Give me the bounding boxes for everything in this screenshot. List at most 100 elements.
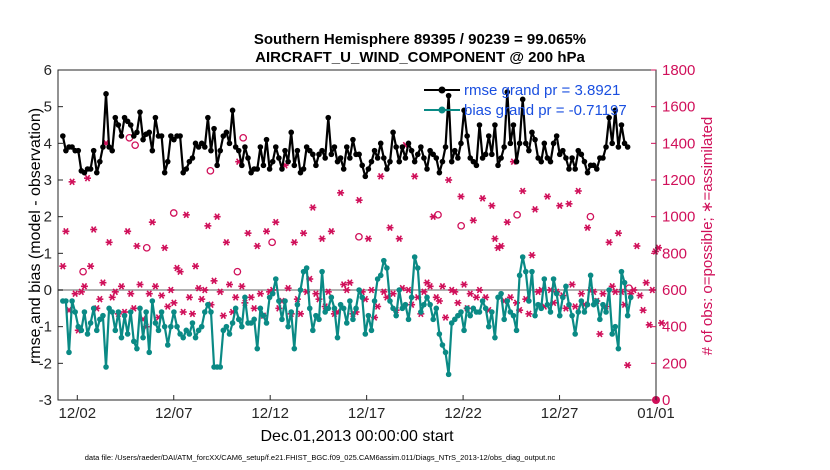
bias-point	[303, 265, 310, 271]
bias-point	[593, 298, 600, 304]
rmse-point	[359, 162, 366, 169]
rmse-point	[482, 151, 489, 158]
rmse-point	[362, 173, 369, 180]
obs-assimilated-marker	[386, 224, 394, 232]
obs-assimilated-marker	[426, 282, 434, 290]
rmse-point	[285, 158, 291, 165]
obs-assimilated-marker	[96, 295, 104, 303]
bias-point	[430, 316, 436, 323]
rmse-point	[322, 155, 328, 161]
x-tick-label: 12/17	[348, 405, 386, 422]
bias-point	[597, 316, 603, 323]
obs-assimilated-marker	[475, 286, 483, 294]
bias-point	[127, 309, 134, 315]
rmse-point	[445, 92, 452, 99]
bias-point	[155, 327, 162, 334]
bias-point	[618, 268, 625, 275]
rmse-point	[600, 155, 606, 161]
rmse-point	[90, 147, 97, 154]
obs-assimilated-marker	[596, 330, 604, 338]
obs-assimilated-marker	[658, 319, 666, 327]
bias-point	[627, 294, 634, 301]
bias-point	[414, 265, 421, 271]
bias-point	[180, 334, 186, 341]
obs-assimilated-marker	[176, 268, 184, 276]
obs-assimilated-marker	[182, 211, 190, 219]
rmse-point	[158, 133, 165, 139]
rmse-point	[220, 133, 227, 139]
bias-point	[223, 323, 230, 330]
obs-assimilated-marker	[642, 279, 650, 287]
obs-assimilated-marker	[445, 176, 453, 184]
bias-point	[482, 305, 489, 312]
rmse-point	[535, 155, 541, 161]
bias-point	[467, 312, 474, 319]
rmse-point	[229, 107, 236, 114]
rmse-point	[239, 162, 245, 169]
obs-assimilated-marker	[145, 290, 153, 298]
bias-point	[445, 371, 452, 378]
obs-assimilated-marker	[405, 286, 413, 294]
bias-point	[516, 272, 523, 279]
bias-point	[501, 316, 507, 323]
obs-assimilated-marker	[340, 281, 348, 288]
obs-assimilated-marker	[367, 286, 375, 294]
bias-point	[538, 305, 545, 312]
bias-point	[458, 309, 464, 315]
obs-assimilated-marker	[324, 288, 332, 296]
rmse-point	[368, 158, 375, 165]
obs-possible-marker	[586, 212, 595, 221]
rmse-point	[297, 169, 304, 176]
bias-point	[118, 334, 125, 341]
obs-assimilated-marker	[90, 226, 98, 233]
obs-possible-marker	[206, 166, 215, 175]
obs-possible-marker	[434, 210, 442, 219]
chart-title-line-2: AIRCRAFT_U_WIND_COMPONENT @ 200 hPa	[255, 49, 585, 66]
bias-point	[90, 305, 97, 312]
bias-point	[519, 254, 526, 260]
rmse-point	[115, 122, 122, 128]
obs-assimilated-marker	[108, 293, 116, 301]
rmse-point	[263, 136, 270, 143]
obs-possible-marker	[355, 232, 363, 241]
obs-assimilated-marker	[469, 216, 477, 224]
left-tick-label: 1	[44, 245, 52, 262]
rmse-point	[590, 162, 597, 169]
bias-point	[325, 305, 332, 312]
rmse-point	[217, 147, 224, 154]
bias-point	[600, 301, 606, 308]
rmse-point	[198, 140, 205, 147]
rmse-point	[189, 155, 196, 161]
rmse-point	[519, 96, 526, 103]
rmse-point	[470, 158, 477, 165]
bias-point	[556, 312, 563, 319]
rmse-point	[572, 166, 578, 172]
bias-point	[208, 309, 214, 315]
right-tick-label: 1200	[662, 172, 695, 189]
rmse-point	[365, 166, 372, 172]
rmse-point	[168, 133, 174, 139]
rmse-point	[161, 169, 168, 176]
rmse-point	[609, 140, 616, 147]
bias-point	[606, 287, 612, 293]
rmse-point	[134, 129, 140, 136]
obs-assimilated-marker	[574, 187, 582, 195]
right-tick-label: 0	[662, 392, 670, 409]
bias-point	[563, 283, 569, 290]
obs-assimilated-marker	[300, 229, 308, 237]
bias-point	[319, 268, 325, 275]
obs-assimilated-marker	[232, 293, 240, 301]
rmse-point	[569, 155, 575, 161]
obs-assimilated-marker	[556, 202, 564, 210]
obs-assimilated-marker	[380, 288, 388, 296]
rmse-point	[87, 166, 94, 172]
obs-assimilated-marker	[148, 218, 156, 226]
rmse-point	[334, 158, 341, 165]
rmse-point	[124, 118, 131, 125]
bias-point	[526, 298, 532, 304]
rmse-point	[408, 147, 415, 154]
bias-point	[226, 331, 233, 337]
bias-point	[350, 316, 356, 323]
obs-assimilated-marker	[71, 290, 79, 298]
obs-assimilated-marker	[263, 227, 271, 235]
